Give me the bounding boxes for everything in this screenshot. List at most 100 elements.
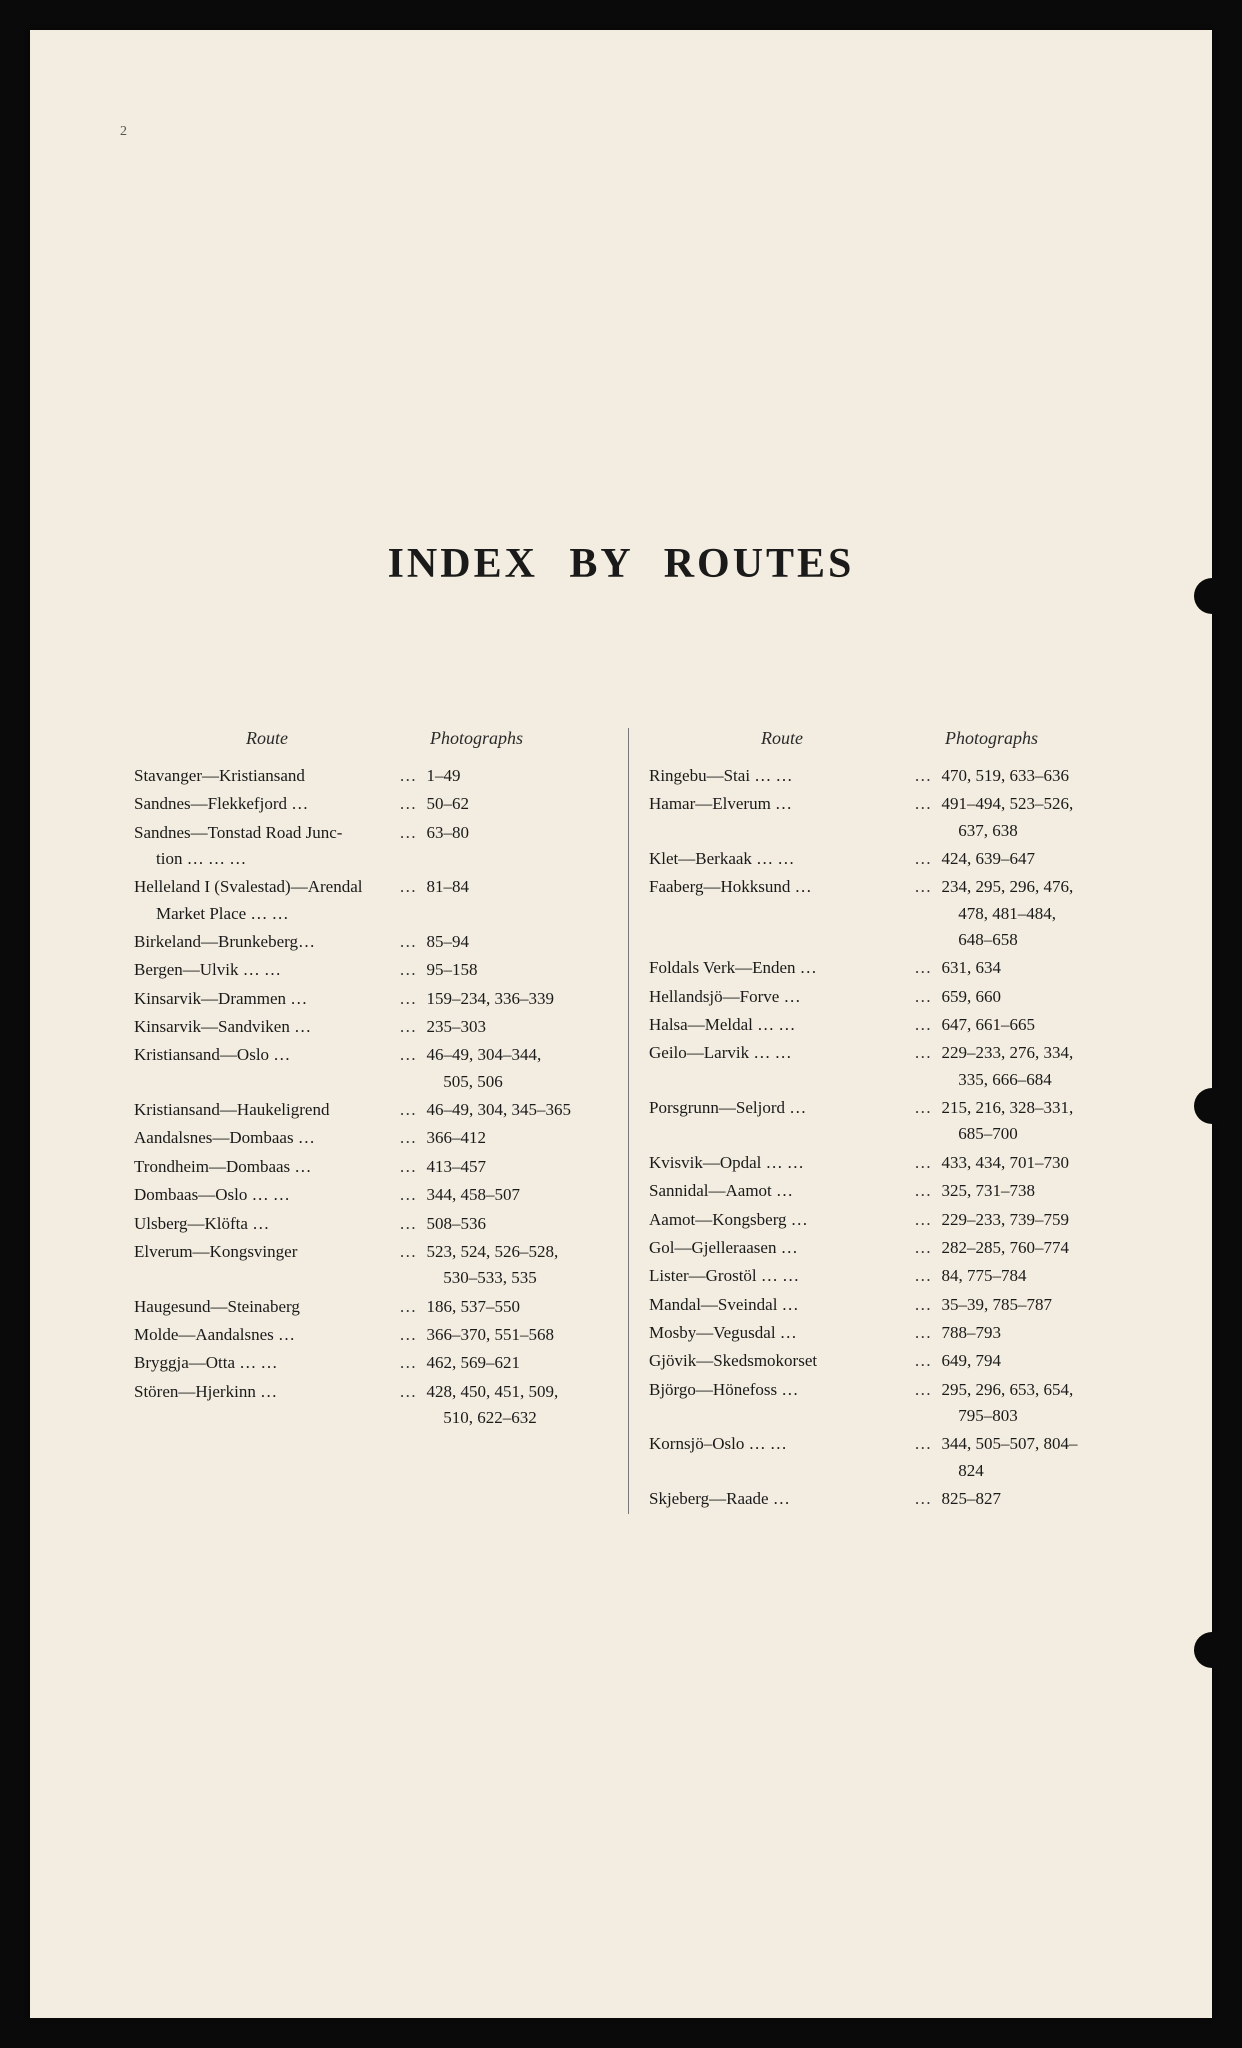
route-cell: Bryggja—Otta … … [134, 1350, 395, 1376]
photos-text: 63–80 [422, 823, 469, 842]
photos-text: 229–233, 276, 334, [937, 1043, 1073, 1062]
route-cell: Kinsarvik—Drammen … [134, 986, 395, 1012]
leader-dots: … [914, 1351, 933, 1370]
photos-cell: … 649, 794 [910, 1348, 1124, 1374]
page-number: 2 [120, 124, 127, 140]
photos-cell: … 229–233, 739–759 [910, 1207, 1124, 1233]
route-text: Faaberg—Hokksund … [649, 877, 812, 896]
photos-cell: … 63–80 [395, 820, 609, 873]
photos-text: 46–49, 304, 345–365 [422, 1100, 571, 1119]
photos-continuation: 824 [914, 1458, 1124, 1484]
route-cell: Skjeberg—Raade … [649, 1486, 910, 1512]
left-body: Stavanger—Kristiansand… 1–49Sandnes—Flek… [134, 763, 609, 1431]
route-cell: Aandalsnes—Dombaas … [134, 1125, 395, 1151]
photos-cell: … 229–233, 276, 334,335, 666–684 [910, 1040, 1124, 1093]
photos-cell: … 508–536 [395, 1211, 609, 1237]
right-column: Route Photographs Ringebu—Stai … …… 470,… [628, 728, 1124, 1514]
route-text: Skjeberg—Raade … [649, 1489, 790, 1508]
leader-dots: … [399, 932, 418, 951]
index-entry: Ringebu—Stai … …… 470, 519, 633–636 [649, 763, 1124, 789]
photos-cell: … 35–39, 785–787 [910, 1292, 1124, 1318]
leader-dots: … [399, 1353, 418, 1372]
photos-cell: … 81–84 [395, 874, 609, 927]
photos-text: 159–234, 336–339 [422, 989, 554, 1008]
leader-dots: … [914, 1238, 933, 1257]
photos-continuation: 637, 638 [914, 818, 1124, 844]
index-entry: Dombaas—Oslo … …… 344, 458–507 [134, 1182, 609, 1208]
route-cell: Kvisvik—Opdal … … [649, 1150, 910, 1176]
route-continuation: Market Place … … [134, 901, 387, 927]
index-entry: Björgo—Hönefoss …… 295, 296, 653, 654,79… [649, 1377, 1124, 1430]
column-headers: Route Photographs [134, 728, 609, 749]
index-entry: Mandal—Sveindal …… 35–39, 785–787 [649, 1292, 1124, 1318]
left-column: Route Photographs Stavanger—Kristiansand… [134, 728, 629, 1514]
photos-text: 50–62 [422, 794, 469, 813]
route-text: Halsa—Meldal … … [649, 1015, 795, 1034]
route-cell: Mosby—Vegusdal … [649, 1320, 910, 1346]
route-cell: Ringebu—Stai … … [649, 763, 910, 789]
route-cell: Porsgrunn—Seljord … [649, 1095, 910, 1148]
photos-text: 325, 731–738 [937, 1181, 1035, 1200]
index-entry: Gol—Gjelleraasen …… 282–285, 760–774 [649, 1235, 1124, 1261]
index-entry: Mosby—Vegusdal …… 788–793 [649, 1320, 1124, 1346]
photos-continuation: 530–533, 535 [399, 1265, 609, 1291]
route-text: Ulsberg—Klöfta … [134, 1214, 269, 1233]
leader-dots: … [399, 960, 418, 979]
photos-continuation: 648–658 [914, 927, 1124, 953]
photos-cell: … 433, 434, 701–730 [910, 1150, 1124, 1176]
index-entry: Stören—Hjerkinn …… 428, 450, 451, 509,51… [134, 1379, 609, 1432]
photos-cell: … 491–494, 523–526,637, 638 [910, 791, 1124, 844]
leader-dots: … [399, 1382, 418, 1401]
leader-dots: … [399, 1242, 418, 1261]
photos-text: 659, 660 [937, 987, 1001, 1006]
route-cell: Ulsberg—Klöfta … [134, 1211, 395, 1237]
leader-dots: … [399, 877, 418, 896]
leader-dots: … [914, 766, 933, 785]
index-entry: Sandnes—Flekkefjord …… 50–62 [134, 791, 609, 817]
route-text: Foldals Verk—Enden … [649, 958, 817, 977]
route-text: Aandalsnes—Dombaas … [134, 1128, 315, 1147]
leader-dots: … [399, 1214, 418, 1233]
route-text: Geilo—Larvik … … [649, 1043, 792, 1062]
index-entry: Birkeland—Brunkeberg…… 85–94 [134, 929, 609, 955]
punch-hole-icon [1194, 1632, 1230, 1668]
leader-dots: … [914, 1380, 933, 1399]
photos-text: 788–793 [937, 1323, 1001, 1342]
index-entry: Aamot—Kongsberg …… 229–233, 739–759 [649, 1207, 1124, 1233]
photos-cell: … 282–285, 760–774 [910, 1235, 1124, 1261]
photos-cell: … 95–158 [395, 957, 609, 983]
index-entry: Gjövik—Skedsmokorset… 649, 794 [649, 1348, 1124, 1374]
photos-text: 413–457 [422, 1157, 486, 1176]
leader-dots: … [914, 1266, 933, 1285]
route-cell: Gjövik—Skedsmokorset [649, 1348, 910, 1374]
index-entry: Helleland I (Svalestad)—ArendalMarket Pl… [134, 874, 609, 927]
header-route: Route [649, 728, 915, 749]
route-cell: Birkeland—Brunkeberg… [134, 929, 395, 955]
index-entry: Kinsarvik—Drammen …… 159–234, 336–339 [134, 986, 609, 1012]
route-cell: Helleland I (Svalestad)—ArendalMarket Pl… [134, 874, 395, 927]
route-text: Elverum—Kongsvinger [134, 1242, 297, 1261]
leader-dots: … [914, 877, 933, 896]
route-continuation: tion … … … [134, 846, 387, 872]
route-text: Sannidal—Aamot … [649, 1181, 793, 1200]
route-cell: Kinsarvik—Sandviken … [134, 1014, 395, 1040]
photos-cell: … 1–49 [395, 763, 609, 789]
photos-text: 825–827 [937, 1489, 1001, 1508]
photos-text: 366–412 [422, 1128, 486, 1147]
index-entry: Halsa—Meldal … …… 647, 661–665 [649, 1012, 1124, 1038]
leader-dots: … [914, 1295, 933, 1314]
photos-cell: … 788–793 [910, 1320, 1124, 1346]
photos-text: 235–303 [422, 1017, 486, 1036]
photos-text: 81–84 [422, 877, 469, 896]
route-text: Porsgrunn—Seljord … [649, 1098, 806, 1117]
route-cell: Aamot—Kongsberg … [649, 1207, 910, 1233]
route-text: Sandnes—Flekkefjord … [134, 794, 308, 813]
route-text: Bergen—Ulvik … … [134, 960, 281, 979]
route-cell: Klet—Berkaak … … [649, 846, 910, 872]
route-text: Molde—Aandalsnes … [134, 1325, 295, 1344]
photos-text: 46–49, 304–344, [422, 1045, 541, 1064]
index-entry: Bryggja—Otta … …… 462, 569–621 [134, 1350, 609, 1376]
route-cell: Hellandsjö—Forve … [649, 984, 910, 1010]
photos-cell: … 85–94 [395, 929, 609, 955]
photos-continuation: 795–803 [914, 1403, 1124, 1429]
